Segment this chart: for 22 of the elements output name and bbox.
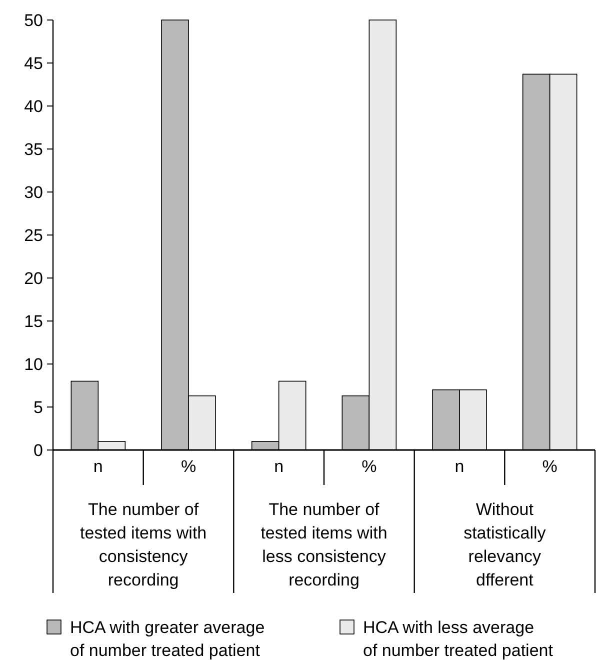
y-tick-label: 15 [24,312,43,331]
y-tick-label: 5 [34,398,43,417]
y-tick-label: 10 [24,354,43,374]
y-tick-label: 25 [24,226,43,245]
x-tick-label: % [542,457,558,476]
y-tick-label: 45 [24,54,43,73]
y-tick-label: 50 [24,10,43,30]
text: The number of tested items with less consistency recording [260,500,388,590]
y-tick-label: 20 [24,268,43,288]
y-tick-label: 35 [24,140,43,159]
y-tick-label: 30 [24,182,43,202]
text: The number of tested items with consistency recording [80,500,207,590]
x-tick-label: n [454,457,464,476]
x-tick-label: % [180,457,196,476]
y-tick-label: 40 [24,96,43,116]
x-tick-label: n [274,457,284,476]
legend-label: HCA with less average of number treated patient [363,618,554,660]
y-tick-label: 0 [34,440,43,460]
text: Without statistically relevancy dfferent [464,500,546,590]
legend-label: HCA with greater average of number treated patient [70,618,265,660]
x-tick-label: % [362,457,377,476]
x-tick-label: n [93,457,103,476]
